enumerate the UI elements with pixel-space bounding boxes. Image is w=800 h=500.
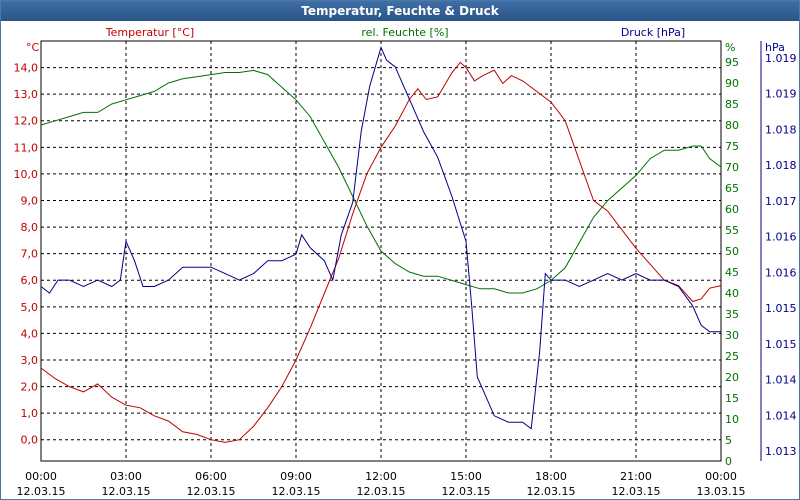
humidity-tick-label: 45 xyxy=(725,266,739,279)
temp-tick-label: 6,0 xyxy=(21,274,39,287)
pressure-tick-label: 1.014 xyxy=(765,409,797,422)
temp-tick-label: 1,0 xyxy=(21,407,39,420)
humidity-tick-label: 80 xyxy=(725,119,739,132)
pressure-tick-label: 1.019 xyxy=(765,88,797,101)
temp-tick-label: 4,0 xyxy=(21,327,39,340)
humidity-line xyxy=(40,69,722,294)
pressure-tick-label: 1.019 xyxy=(765,52,797,65)
x-tick-date: 12.03.15 xyxy=(442,485,491,498)
x-tick-date: 12.03.15 xyxy=(612,485,661,498)
humidity-series-header: rel. Feuchte [%] xyxy=(361,26,448,39)
pressure-tick-label: 1.016 xyxy=(765,231,797,244)
pressure-line xyxy=(40,46,721,430)
humidity-tick-label: 95 xyxy=(725,56,739,69)
x-tick-time: 21:00 xyxy=(620,470,652,483)
temp-tick-label: 7,0 xyxy=(21,248,39,261)
temperature-line xyxy=(40,61,722,443)
temp-tick-label: 11,0 xyxy=(14,141,39,154)
humidity-tick-label: 25 xyxy=(725,350,739,363)
x-tick-date: 12.03.15 xyxy=(17,485,66,498)
pressure-series-header: Druck [hPa] xyxy=(621,26,685,39)
x-tick-time: 00:00 xyxy=(705,470,737,483)
temp-unit-label: °C xyxy=(26,41,40,54)
humidity-tick-label: 15 xyxy=(725,392,739,405)
humidity-tick-label: 20 xyxy=(725,371,739,384)
x-tick-date: 13.03.15 xyxy=(697,485,746,498)
pressure-tick-label: 1.014 xyxy=(765,374,797,387)
humidity-tick-label: 30 xyxy=(725,329,739,342)
temp-tick-label: 0,0 xyxy=(21,434,39,447)
temp-tick-label: 2,0 xyxy=(21,381,39,394)
pressure-tick-label: 1.018 xyxy=(765,159,797,172)
temp-tick-label: 8,0 xyxy=(21,221,39,234)
humidity-tick-label: 50 xyxy=(725,245,739,258)
temp-tick-label: 12,0 xyxy=(14,115,39,128)
x-tick-date: 12.03.15 xyxy=(357,485,406,498)
humidity-tick-label: 75 xyxy=(725,140,739,153)
pressure-tick-label: 1.016 xyxy=(765,266,797,279)
humidity-tick-label: 90 xyxy=(725,77,739,90)
x-tick-time: 12:00 xyxy=(365,470,397,483)
humidity-tick-label: 35 xyxy=(725,308,739,321)
temp-tick-label: 13,0 xyxy=(14,88,39,101)
humidity-tick-label: 65 xyxy=(725,182,739,195)
humidity-tick-label: 0 xyxy=(725,455,732,468)
pressure-tick-label: 1.015 xyxy=(765,302,797,315)
x-tick-date: 12.03.15 xyxy=(272,485,321,498)
x-tick-time: 00:00 xyxy=(25,470,57,483)
x-tick-date: 12.03.15 xyxy=(102,485,151,498)
x-tick-date: 12.03.15 xyxy=(187,485,236,498)
pressure-tick-label: 1.017 xyxy=(765,195,797,208)
humidity-tick-label: 5 xyxy=(725,434,732,447)
humidity-unit-label: % xyxy=(725,41,735,54)
humidity-tick-label: 10 xyxy=(725,413,739,426)
temp-tick-label: 14,0 xyxy=(14,62,39,75)
x-tick-time: 15:00 xyxy=(450,470,482,483)
humidity-tick-label: 85 xyxy=(725,98,739,111)
data-series xyxy=(40,46,722,443)
x-tick-time: 09:00 xyxy=(280,470,312,483)
pressure-tick-label: 1.018 xyxy=(765,123,797,136)
humidity-tick-label: 55 xyxy=(725,224,739,237)
temp-tick-label: 10,0 xyxy=(14,168,39,181)
temp-tick-label: 3,0 xyxy=(21,354,39,367)
temp-tick-label: 5,0 xyxy=(21,301,39,314)
x-tick-time: 03:00 xyxy=(110,470,142,483)
pressure-unit-label: hPa xyxy=(765,41,785,54)
humidity-tick-label: 70 xyxy=(725,161,739,174)
x-tick-time: 18:00 xyxy=(535,470,567,483)
temp-tick-label: 9,0 xyxy=(21,194,39,207)
pressure-tick-label: 1.013 xyxy=(765,445,797,458)
humidity-tick-label: 60 xyxy=(725,203,739,216)
humidity-tick-label: 40 xyxy=(725,287,739,300)
temp-series-header: Temperatur [°C] xyxy=(105,26,194,39)
pressure-tick-label: 1.015 xyxy=(765,338,797,351)
axis-labels: 00:00 12.03.15 03:00 12.03.15 06:00 12.03.15 0… xyxy=(14,26,797,498)
x-tick-date: 12.03.15 xyxy=(527,485,576,498)
chart-title: Temperatur, Feuchte & Druck xyxy=(1,1,799,21)
x-tick-time: 06:00 xyxy=(195,470,227,483)
